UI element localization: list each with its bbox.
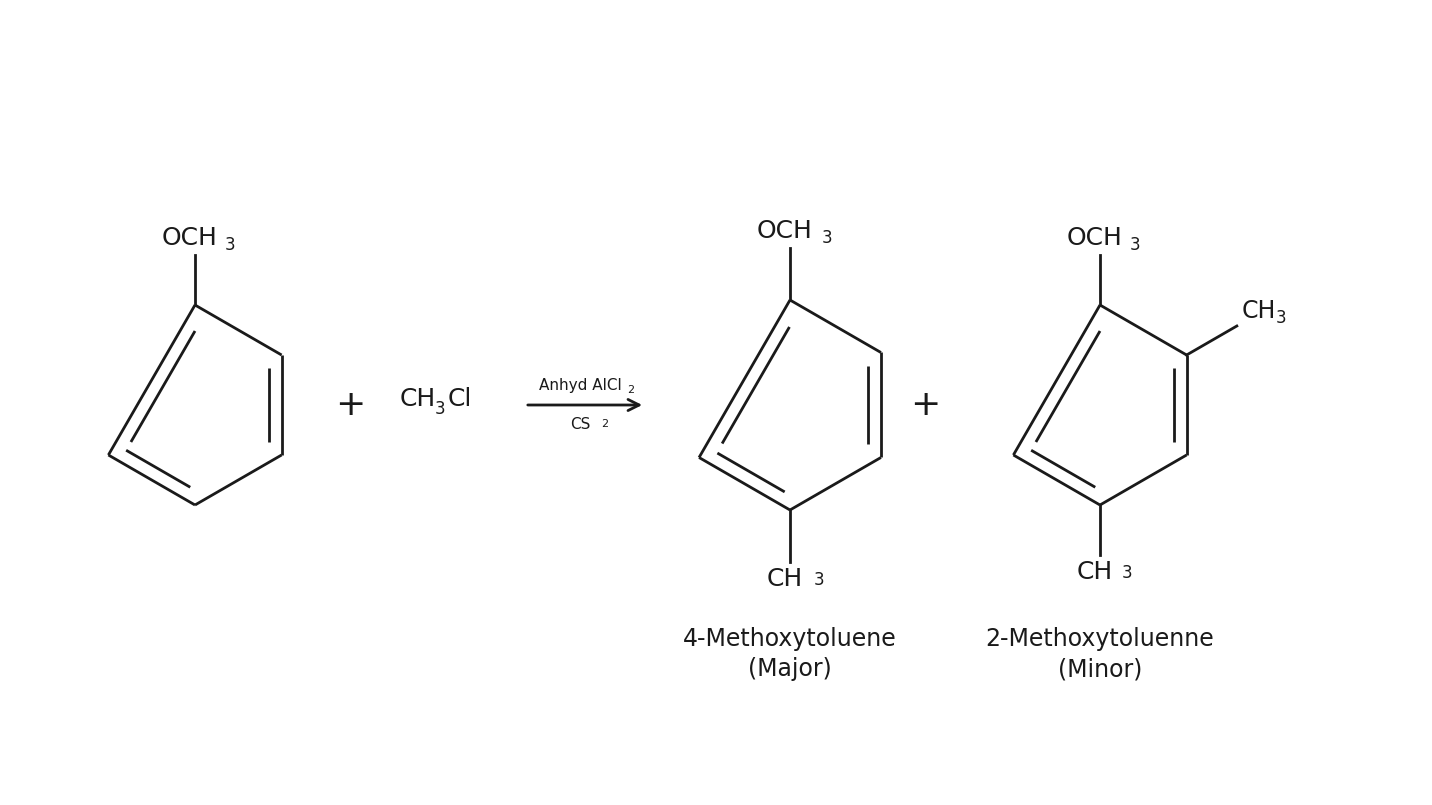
Text: OCH: OCH (162, 226, 218, 250)
Text: 3: 3 (1130, 236, 1141, 254)
Text: CH: CH (1077, 560, 1113, 584)
Text: CS: CS (570, 417, 590, 432)
Text: 4-Methoxytoluene: 4-Methoxytoluene (683, 627, 896, 651)
Text: Anhyd AlCl: Anhyd AlCl (538, 378, 621, 393)
Text: OCH: OCH (758, 219, 813, 243)
Text: Cl: Cl (448, 387, 473, 411)
Text: +: + (335, 388, 365, 422)
Text: 2: 2 (601, 419, 609, 429)
Text: 3: 3 (435, 400, 445, 418)
Text: 2-Methoxytoluenne: 2-Methoxytoluenne (985, 627, 1214, 651)
Text: 3: 3 (813, 571, 825, 589)
Text: 3: 3 (822, 229, 832, 247)
Text: 3: 3 (1123, 564, 1133, 582)
Text: (Minor): (Minor) (1058, 657, 1143, 681)
Text: (Major): (Major) (748, 657, 832, 681)
Text: CH: CH (1242, 299, 1276, 323)
Text: 2: 2 (627, 385, 634, 395)
Text: OCH: OCH (1067, 226, 1123, 250)
Text: 3: 3 (225, 236, 236, 254)
Text: CH: CH (400, 387, 437, 411)
Text: +: + (909, 388, 941, 422)
Text: CH: CH (768, 567, 803, 591)
Text: 3: 3 (1276, 309, 1286, 327)
